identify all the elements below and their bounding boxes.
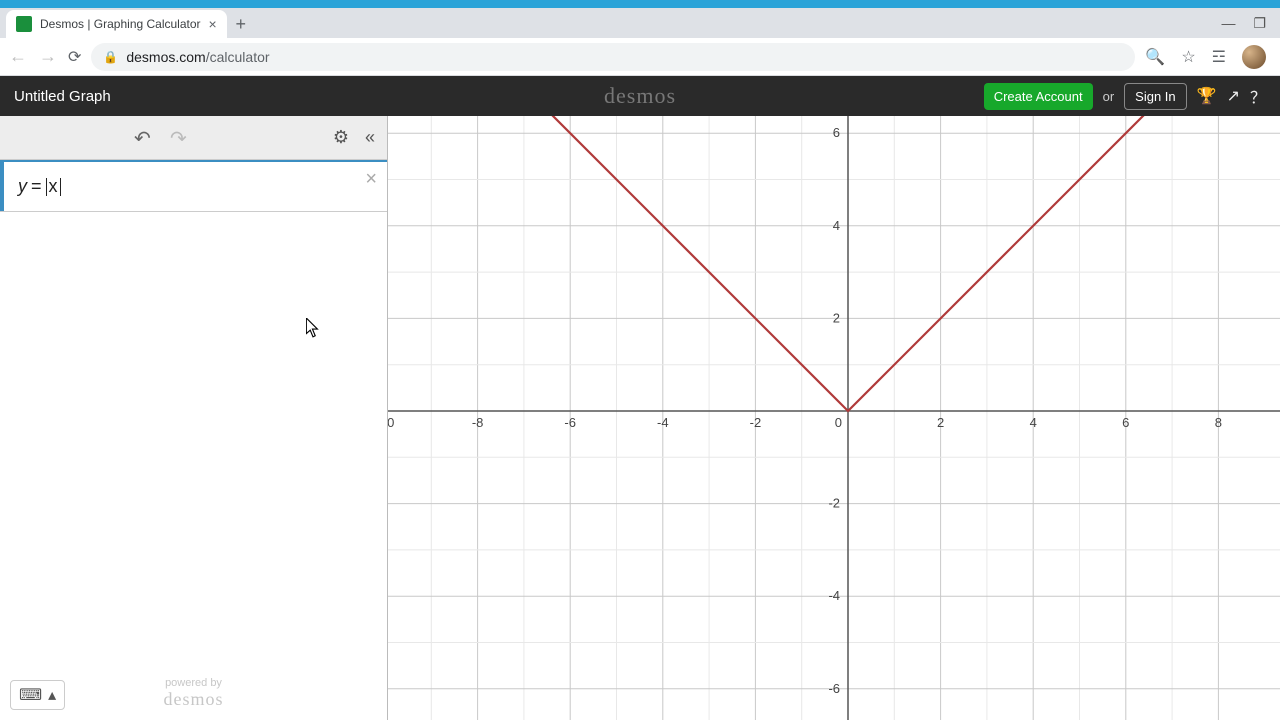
app-header: Untitled Graph desmos Create Account or … xyxy=(0,76,1280,116)
reading-list-icon[interactable]: ☲ xyxy=(1212,47,1226,67)
trophy-icon[interactable]: 🏆 xyxy=(1197,86,1217,106)
svg-text:2: 2 xyxy=(833,310,840,325)
lock-icon: 🔒 xyxy=(103,50,118,64)
svg-text:0: 0 xyxy=(835,415,842,430)
collapse-sidebar-icon[interactable]: « xyxy=(365,127,375,148)
browser-tabstrip: Desmos | Graphing Calculator × + — ❐ xyxy=(0,8,1280,38)
tab-title: Desmos | Graphing Calculator xyxy=(40,17,201,31)
url-text: desmos.com/calculator xyxy=(126,49,269,65)
expression-text[interactable]: y=x xyxy=(18,176,61,197)
tab-close-icon[interactable]: × xyxy=(209,16,217,32)
svg-text:6: 6 xyxy=(833,125,840,140)
graph-title[interactable]: Untitled Graph xyxy=(14,88,111,105)
help-icon[interactable]: ？ xyxy=(1250,84,1266,108)
window-controls: — ❐ xyxy=(1221,8,1280,38)
main-area: ↶ ↷ ⚙ « y=x × ⌨ ▴ powered by desmos -10-… xyxy=(0,116,1280,720)
keyboard-icon: ⌨ xyxy=(19,685,42,705)
keyboard-toggle[interactable]: ⌨ ▴ xyxy=(10,680,65,710)
reload-icon[interactable]: ⟳ xyxy=(68,47,81,67)
new-tab-button[interactable]: + xyxy=(227,10,255,38)
browser-tab[interactable]: Desmos | Graphing Calculator × xyxy=(6,10,227,38)
settings-icon[interactable]: ⚙ xyxy=(333,127,349,148)
svg-text:-4: -4 xyxy=(828,588,840,603)
sidebar-toolbar: ↶ ↷ ⚙ « xyxy=(0,116,387,160)
svg-text:-6: -6 xyxy=(828,681,840,696)
svg-text:-4: -4 xyxy=(657,415,669,430)
svg-text:2: 2 xyxy=(937,415,944,430)
svg-text:-2: -2 xyxy=(750,415,762,430)
svg-text:-6: -6 xyxy=(564,415,576,430)
or-label: or xyxy=(1103,89,1115,104)
browser-address-bar: ← → ⟳ 🔒 desmos.com/calculator 🔍 ☆ ☲ xyxy=(0,38,1280,76)
svg-text:8: 8 xyxy=(1215,415,1222,430)
svg-text:4: 4 xyxy=(1030,415,1037,430)
os-titlebar xyxy=(0,0,1280,8)
profile-avatar[interactable] xyxy=(1242,45,1266,69)
maximize-icon[interactable]: ❐ xyxy=(1253,15,1266,32)
brand-logo: desmos xyxy=(604,83,676,109)
undo-icon[interactable]: ↶ xyxy=(134,126,151,151)
minimize-icon[interactable]: — xyxy=(1221,15,1235,31)
back-icon: ← xyxy=(8,46,28,67)
favicon-icon xyxy=(16,16,32,32)
create-account-button[interactable]: Create Account xyxy=(984,83,1093,110)
share-icon[interactable]: ↗ xyxy=(1227,86,1240,106)
svg-text:-8: -8 xyxy=(472,415,484,430)
svg-text:-10: -10 xyxy=(388,415,394,430)
powered-by: powered by desmos xyxy=(164,677,224,710)
delete-expression-icon[interactable]: × xyxy=(365,168,377,191)
graph-canvas[interactable]: -10 -8 -6 -4 -2 0 2 4 6 8 6 4 2 -2 -4 -6 xyxy=(388,116,1280,720)
redo-icon: ↷ xyxy=(170,126,187,151)
graph-svg: -10 -8 -6 -4 -2 0 2 4 6 8 6 4 2 -2 -4 -6 xyxy=(388,116,1280,720)
star-icon[interactable]: ☆ xyxy=(1181,47,1195,67)
search-icon[interactable]: 🔍 xyxy=(1145,47,1165,67)
svg-text:6: 6 xyxy=(1122,415,1129,430)
expression-sidebar: ↶ ↷ ⚙ « y=x × ⌨ ▴ powered by desmos xyxy=(0,116,388,720)
chevron-up-icon: ▴ xyxy=(48,685,56,705)
forward-icon: → xyxy=(38,46,58,67)
url-input[interactable]: 🔒 desmos.com/calculator xyxy=(91,43,1135,71)
sign-in-button[interactable]: Sign In xyxy=(1124,83,1186,110)
svg-text:-2: -2 xyxy=(828,496,840,511)
expression-row[interactable]: y=x × xyxy=(0,160,387,212)
svg-text:4: 4 xyxy=(833,218,840,233)
